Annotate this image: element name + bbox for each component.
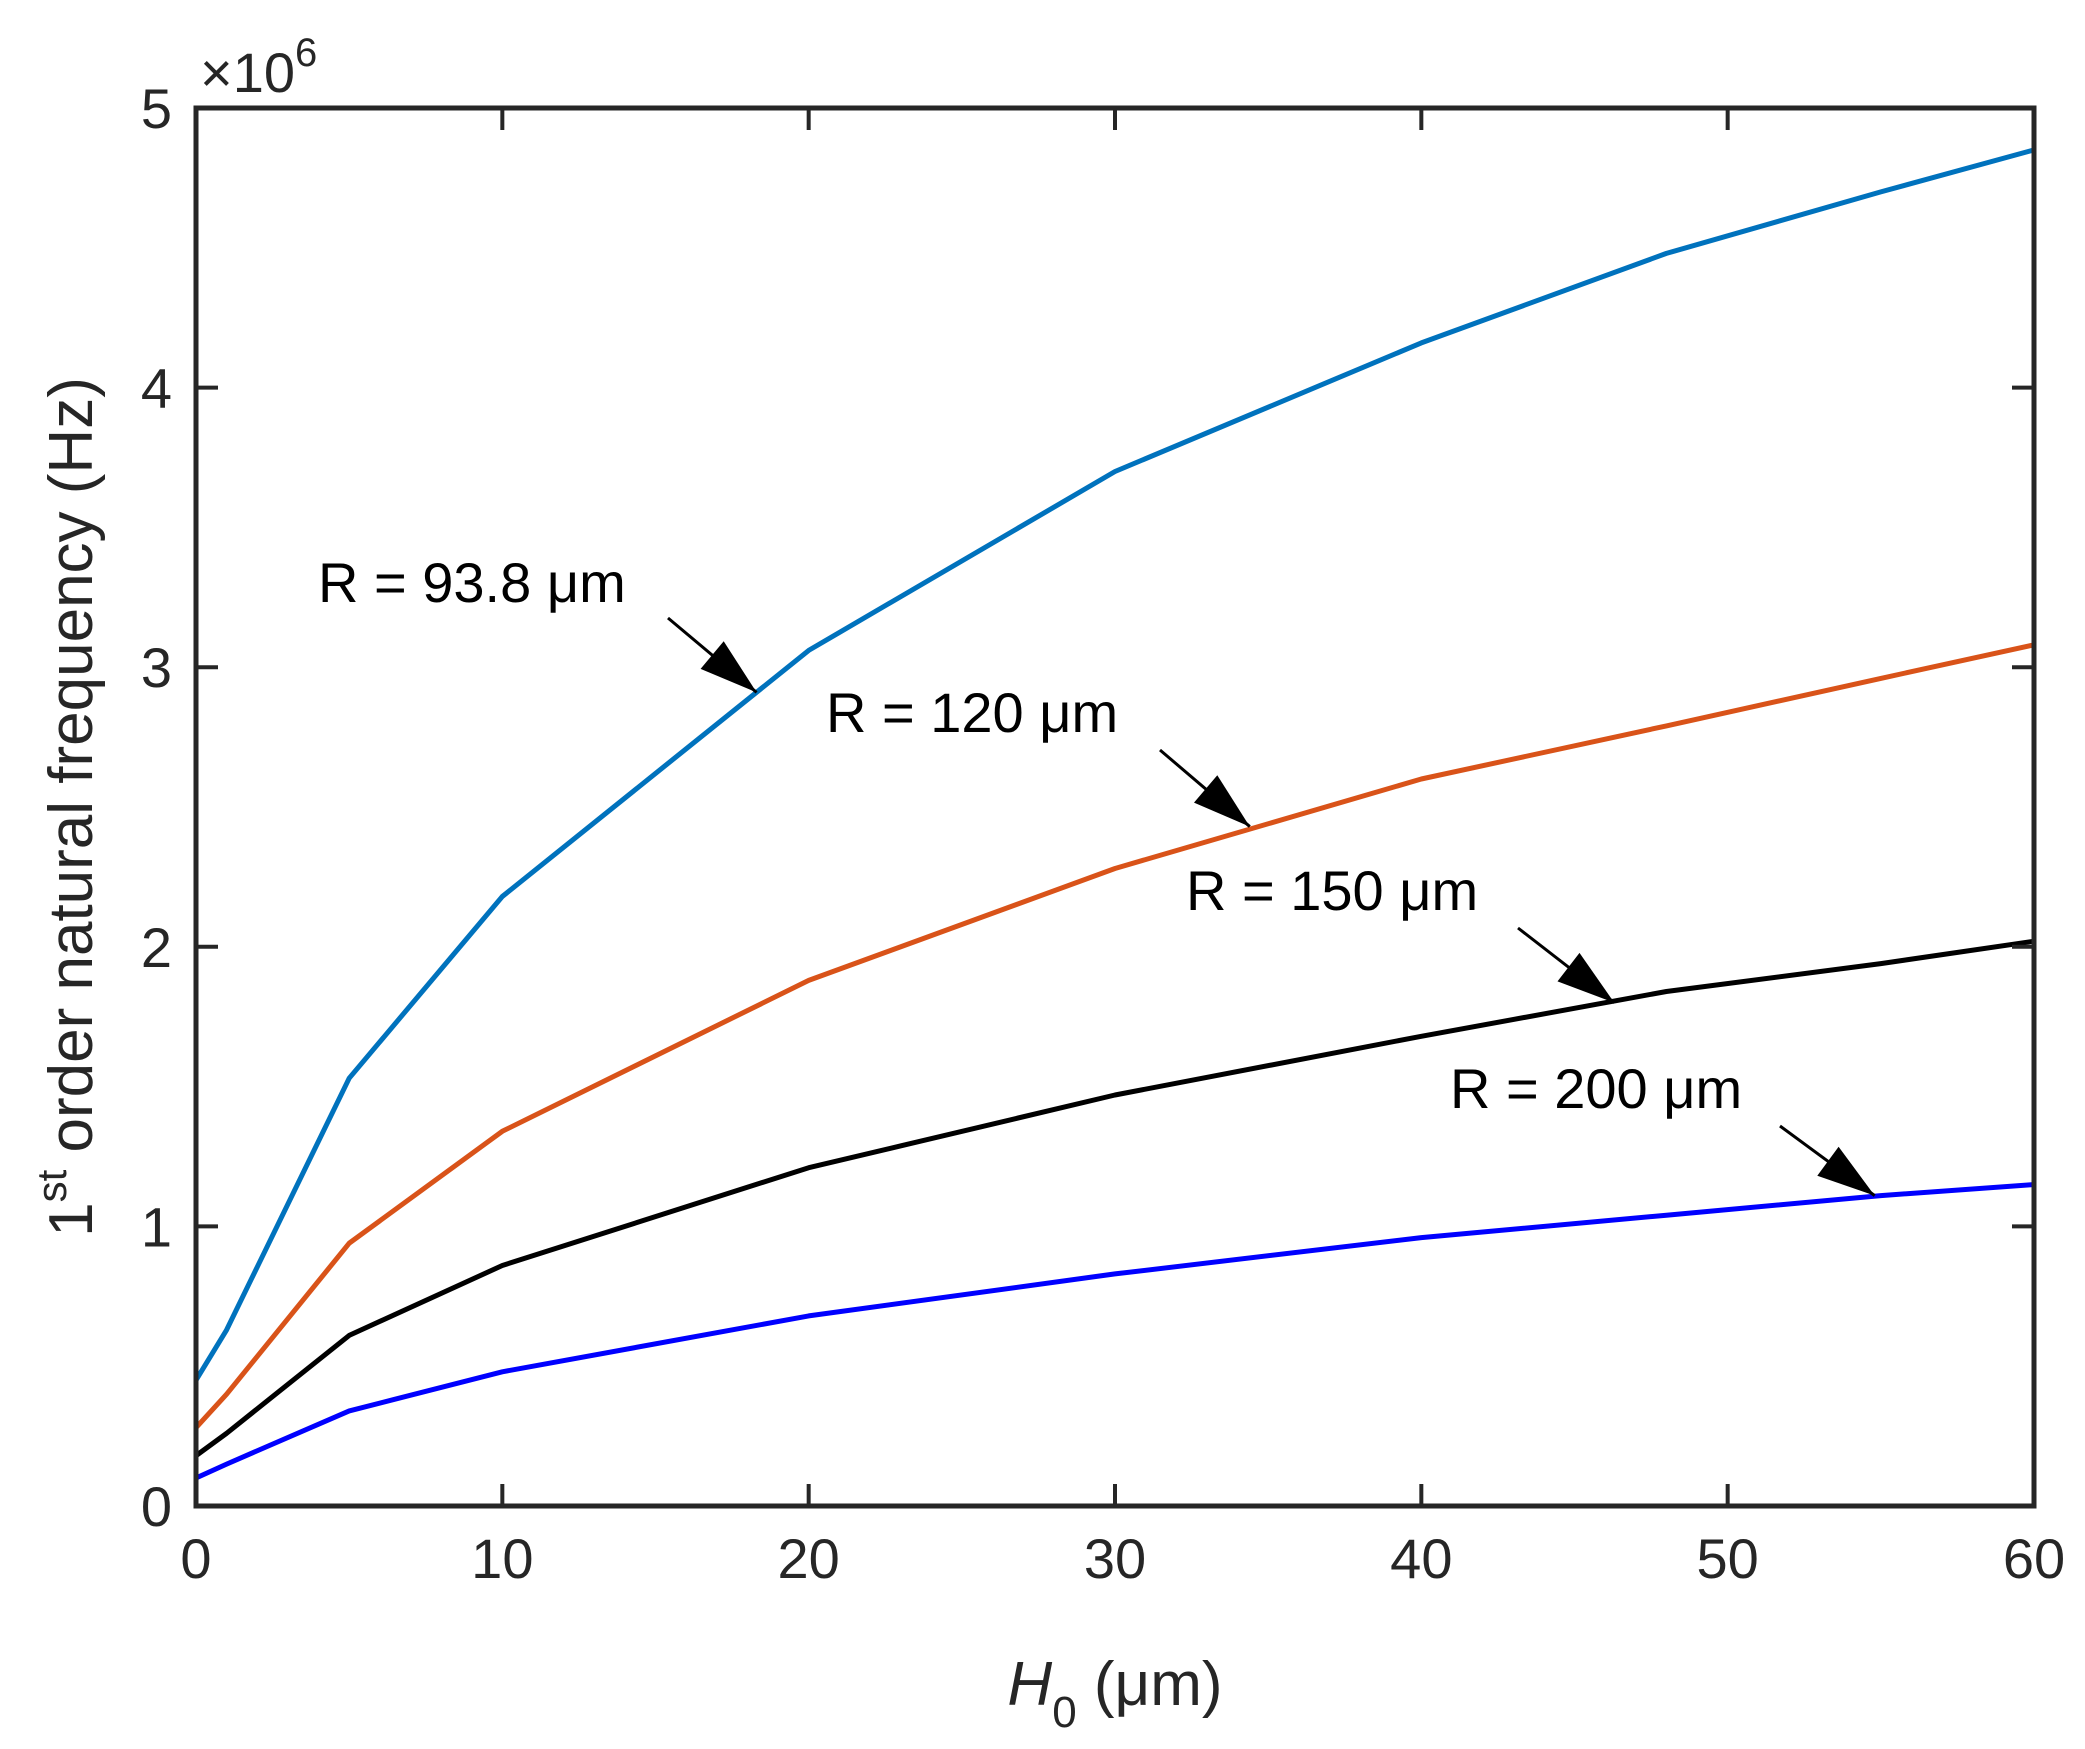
annotation-arrow-head-3 <box>1557 952 1615 1003</box>
x-tick-label-40: 40 <box>1390 1527 1452 1590</box>
annotation-label-4: R = 200 μm <box>1450 1057 1742 1120</box>
x-tick-label-20: 20 <box>778 1527 840 1590</box>
y-exponent-prefix: ×10 <box>200 41 295 104</box>
y-axis-label: 1st order natural frequency (Hz) <box>28 377 106 1237</box>
series-layer <box>193 147 2035 1481</box>
annotation-layer: R = 93.8 μm R = 120 μm R = 150 μm R = 200 μ… <box>318 551 1876 1197</box>
y-tick-label-1: 1 <box>141 1195 172 1258</box>
annotation-arrow-head-2 <box>1194 775 1250 827</box>
annotation-arrow-head-1 <box>700 641 757 693</box>
y-tick-label-0: 0 <box>141 1475 172 1538</box>
series-line-1 <box>193 147 2035 1382</box>
x-axis-label: H0 (μm) <box>1007 1650 1222 1737</box>
y-exponent-power: 6 <box>295 31 317 75</box>
y-tick-label-5: 5 <box>141 77 172 140</box>
annotation-label-1: R = 93.8 μm <box>318 551 626 614</box>
x-axis-unit: (μm) <box>1077 1650 1223 1719</box>
annotation-arrow-head-4 <box>1817 1146 1875 1196</box>
y-axis-prefix: 1 <box>37 1202 106 1236</box>
x-tick-label-50: 50 <box>1697 1527 1759 1590</box>
y-axis-superscript: st <box>28 1169 75 1202</box>
annotation-label-3: R = 150 μm <box>1186 859 1478 922</box>
y-tick-label-3: 3 <box>141 636 172 699</box>
x-axis-subscript: 0 <box>1052 1688 1076 1737</box>
y-tick-label-4: 4 <box>141 357 172 420</box>
x-tick-label-60: 60 <box>2003 1527 2065 1590</box>
x-axis-symbol: H <box>1007 1650 1052 1719</box>
y-axis-rest: order natural frequency (Hz) <box>37 377 106 1170</box>
series-line-2 <box>194 642 2035 1430</box>
x-tick-label-0: 0 <box>180 1527 211 1590</box>
annotation-label-2: R = 120 μm <box>826 681 1118 744</box>
x-tick-label-30: 30 <box>1084 1527 1146 1590</box>
y-tick-label-2: 2 <box>141 916 172 979</box>
tick-layer: 0 10 20 30 40 50 60 0 1 2 3 4 5 <box>141 77 2065 1590</box>
x-tick-label-10: 10 <box>471 1527 533 1590</box>
series-line-4 <box>194 1182 2035 1481</box>
series-line-3 <box>194 938 2035 1458</box>
y-exponent-label: ×106 <box>200 31 317 104</box>
plot-background <box>196 108 2034 1506</box>
